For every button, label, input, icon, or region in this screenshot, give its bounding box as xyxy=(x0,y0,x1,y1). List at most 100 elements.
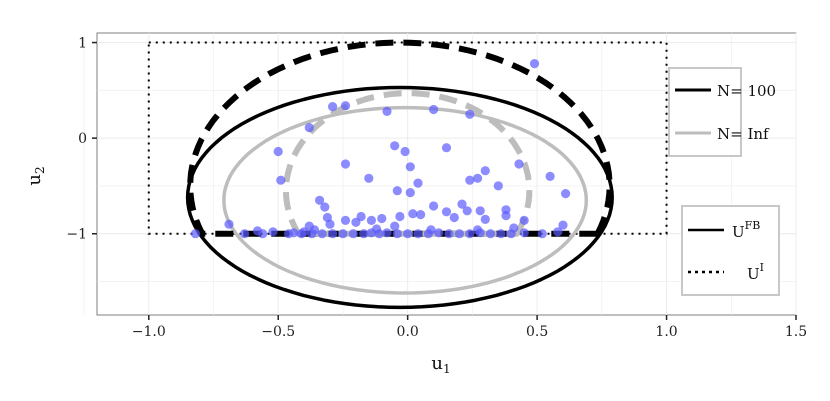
data-point xyxy=(400,146,410,157)
data-point xyxy=(457,199,467,209)
x-tick-label: 1.0 xyxy=(655,324,677,340)
legend-label-ufb: UFB xyxy=(732,219,760,241)
data-point xyxy=(340,101,351,111)
y-tick-label: −1 xyxy=(66,227,87,243)
data-point xyxy=(377,213,387,224)
legend-label-ui: UI xyxy=(747,261,764,283)
data-point xyxy=(366,215,376,225)
data-point xyxy=(514,159,524,169)
data-point xyxy=(473,173,483,183)
data-point xyxy=(390,141,400,151)
data-point xyxy=(405,188,415,198)
data-point xyxy=(268,227,278,237)
data-point xyxy=(454,229,464,239)
data-point xyxy=(441,143,452,153)
data-point xyxy=(190,229,200,239)
legend-label-ninf: N= Inf xyxy=(717,125,770,143)
data-point xyxy=(392,186,402,196)
data-point xyxy=(416,210,426,220)
x-axis-title: u1 xyxy=(431,353,450,376)
data-point xyxy=(408,209,418,219)
data-point xyxy=(304,123,314,133)
data-point xyxy=(372,224,382,234)
data-point xyxy=(519,228,529,238)
data-point xyxy=(359,229,369,239)
data-point xyxy=(553,227,563,237)
data-point xyxy=(449,212,459,223)
x-tick-label: −0.5 xyxy=(261,324,295,340)
data-point xyxy=(413,229,423,239)
data-point xyxy=(320,202,330,212)
data-point xyxy=(348,229,358,239)
data-point xyxy=(364,173,374,183)
y-tick-label: 1 xyxy=(78,36,87,52)
data-point xyxy=(252,226,263,236)
data-point xyxy=(429,104,439,115)
data-point xyxy=(273,146,283,157)
data-point xyxy=(224,219,234,229)
data-point xyxy=(561,189,571,199)
data-point xyxy=(395,211,405,222)
axes: −1.0 −0.5 0.0 0.5 1.0 1.5 1 0 −1 xyxy=(66,36,807,340)
data-point xyxy=(340,159,351,169)
data-point xyxy=(382,228,392,238)
curves-layer xyxy=(147,39,668,310)
x-tick-label: 0.0 xyxy=(397,324,419,340)
data-point xyxy=(558,220,568,230)
region-curve-2 xyxy=(187,39,613,237)
data-point xyxy=(444,229,454,239)
legend-sample-size: N= 100 N= Inf xyxy=(668,67,776,157)
data-point xyxy=(473,225,483,235)
data-point xyxy=(413,178,423,188)
data-point xyxy=(405,162,415,172)
y-tick-label: 0 xyxy=(78,131,87,147)
data-point xyxy=(429,201,439,211)
data-point xyxy=(545,171,555,181)
data-point xyxy=(485,229,496,239)
data-point xyxy=(506,229,516,239)
data-point xyxy=(296,229,307,239)
data-point xyxy=(519,215,529,225)
data-point xyxy=(338,229,348,239)
data-point xyxy=(403,229,413,239)
data-point xyxy=(340,215,351,225)
y-axis-title: u2 xyxy=(24,166,47,185)
data-point xyxy=(276,175,286,185)
data-point xyxy=(309,225,320,235)
x-tick-label: −1.0 xyxy=(132,324,166,340)
data-point xyxy=(351,217,361,227)
points-layer xyxy=(190,59,571,239)
data-point xyxy=(465,109,475,119)
data-point xyxy=(537,229,547,239)
data-point xyxy=(462,206,472,216)
data-point xyxy=(322,212,332,223)
data-point xyxy=(434,228,444,238)
data-point xyxy=(328,102,338,112)
legend-box xyxy=(668,67,742,157)
data-point xyxy=(390,221,400,231)
region-curve-0 xyxy=(185,85,614,310)
data-point xyxy=(441,207,452,217)
data-point xyxy=(317,229,327,239)
x-tick-label: 1.5 xyxy=(785,324,807,340)
data-point xyxy=(496,229,506,239)
data-point xyxy=(501,211,511,221)
data-point xyxy=(465,175,475,185)
data-point xyxy=(328,229,338,239)
legend-label-n100: N= 100 xyxy=(717,82,776,100)
data-point xyxy=(480,214,490,224)
legend-uncertainty-set: UFB UI xyxy=(681,205,780,296)
data-point xyxy=(480,166,490,176)
region-curve-3 xyxy=(283,90,533,237)
data-point xyxy=(382,106,392,116)
data-point xyxy=(315,195,325,205)
legend-box xyxy=(681,205,780,296)
x-tick-label: 0.5 xyxy=(526,324,548,340)
data-point xyxy=(475,206,485,216)
data-point xyxy=(240,229,250,239)
data-point xyxy=(426,225,436,235)
data-point xyxy=(284,229,294,239)
data-point xyxy=(465,229,475,239)
data-point xyxy=(493,181,503,191)
